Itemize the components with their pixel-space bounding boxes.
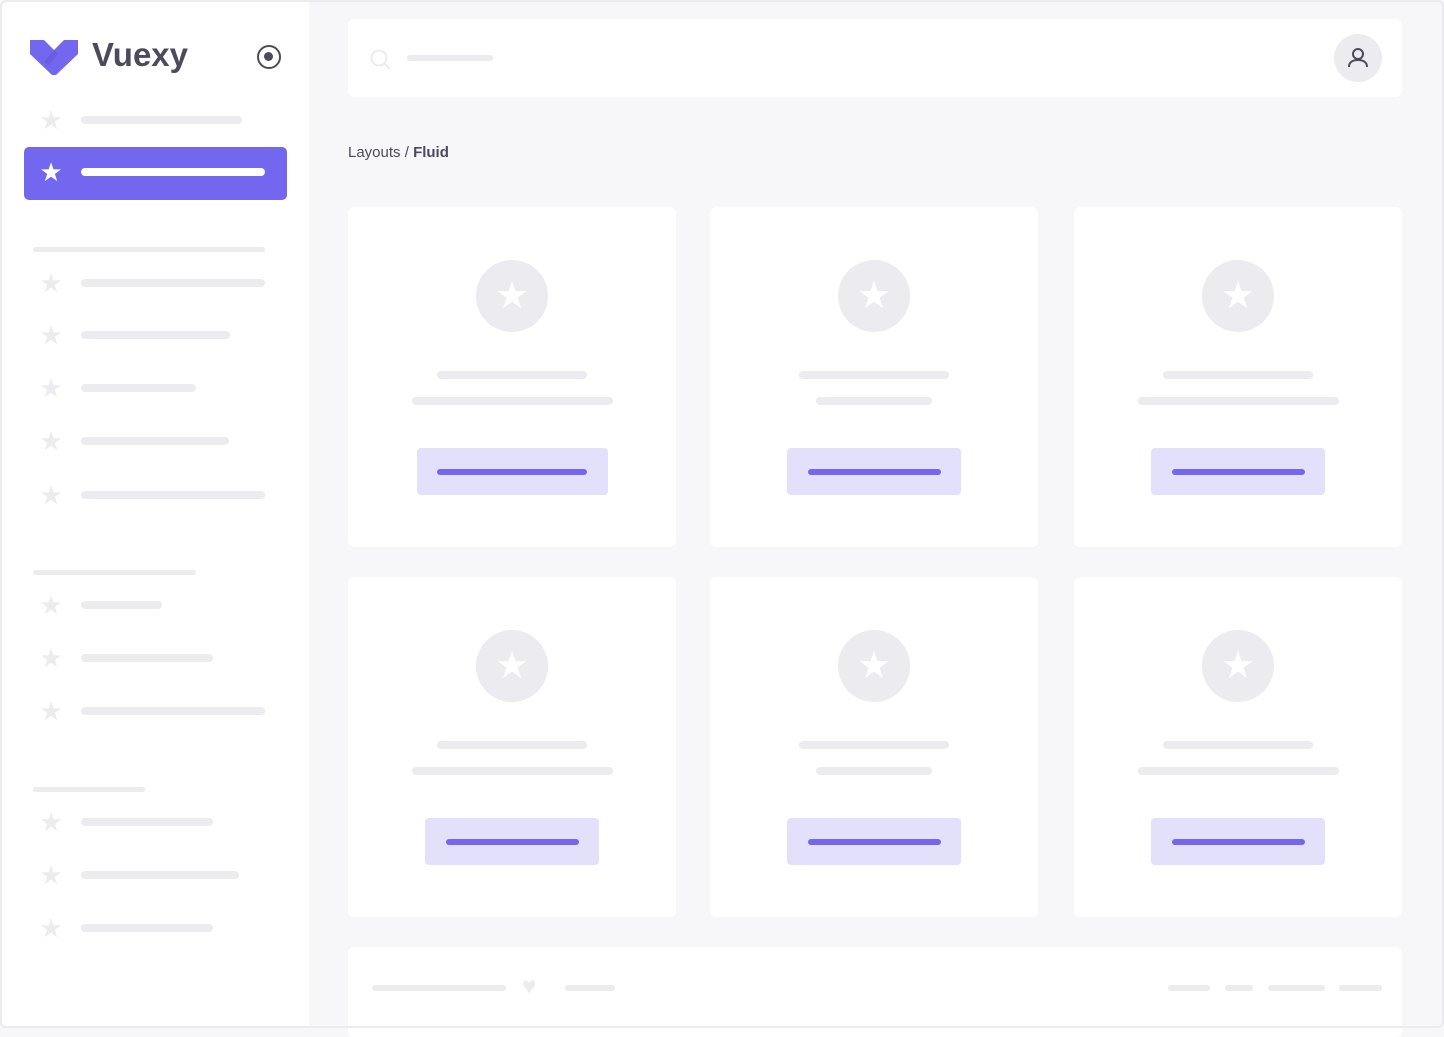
breadcrumb-current: Fluid <box>413 144 449 161</box>
search-input[interactable] <box>407 55 493 61</box>
brand-name: Vuexy <box>92 36 189 73</box>
radio-circle-icon[interactable] <box>257 45 281 69</box>
star-icon: ★ <box>39 373 63 403</box>
sidebar-item[interactable] <box>81 601 162 609</box>
star-icon: ★ <box>39 807 63 837</box>
card-button[interactable] <box>1151 818 1325 865</box>
card-text <box>411 767 613 775</box>
star-icon: ★ <box>39 426 63 456</box>
user-avatar[interactable] <box>1334 34 1382 82</box>
sidebar-item[interactable] <box>81 116 242 124</box>
sidebar-section-header <box>33 570 196 575</box>
sidebar: Vuexy ★ ★ ★ ★ ★ ★ ★ ★ ★ ★ ★ ★ ★ <box>2 2 309 1026</box>
star-icon: ★ <box>39 913 63 943</box>
star-icon: ★ <box>39 268 63 298</box>
sidebar-item[interactable] <box>81 871 239 879</box>
footer-text <box>372 985 506 991</box>
sidebar-item[interactable] <box>81 818 213 826</box>
card: ★ <box>348 207 676 547</box>
star-icon: ★ <box>39 860 63 890</box>
footer-link[interactable] <box>1225 985 1253 991</box>
card: ★ <box>348 577 676 917</box>
star-icon: ★ <box>838 260 910 332</box>
footer: ♥ <box>348 947 1402 1037</box>
sidebar-item[interactable] <box>81 168 265 176</box>
sidebar-item[interactable] <box>81 437 229 445</box>
breadcrumb-parent[interactable]: Layouts <box>348 144 401 161</box>
card-button[interactable] <box>425 818 599 865</box>
card-title <box>437 741 587 749</box>
footer-link[interactable] <box>1268 985 1325 991</box>
card: ★ <box>710 577 1038 917</box>
star-icon: ★ <box>838 630 910 702</box>
sidebar-item[interactable] <box>81 331 230 339</box>
breadcrumb: Layouts / Fluid <box>348 144 449 161</box>
user-icon <box>1348 48 1368 68</box>
heart-icon: ♥ <box>522 973 537 1000</box>
card: ★ <box>710 207 1038 547</box>
sidebar-section-header <box>33 787 145 792</box>
card-text <box>411 397 613 405</box>
sidebar-section-header <box>33 247 265 252</box>
card-title <box>1163 741 1313 749</box>
card-button[interactable] <box>787 448 961 495</box>
star-icon: ★ <box>39 590 63 620</box>
star-icon: ★ <box>39 480 63 510</box>
star-icon: ★ <box>39 105 63 135</box>
sidebar-item[interactable] <box>81 279 265 287</box>
sidebar-item[interactable] <box>81 384 196 392</box>
card-title <box>437 371 587 379</box>
card-text <box>1137 397 1339 405</box>
card: ★ <box>1074 207 1402 547</box>
card-title <box>1163 371 1313 379</box>
footer-link[interactable] <box>1168 985 1210 991</box>
star-icon: ★ <box>476 630 548 702</box>
card-title <box>799 371 949 379</box>
card-button[interactable] <box>1151 448 1325 495</box>
breadcrumb-separator: / <box>400 144 414 161</box>
sidebar-item[interactable] <box>81 654 213 662</box>
footer-link[interactable] <box>1339 985 1382 991</box>
vuexy-logo-icon <box>30 40 78 81</box>
star-icon: ★ <box>39 643 63 673</box>
navbar <box>348 19 1402 97</box>
card: ★ <box>1074 577 1402 917</box>
footer-text <box>565 985 615 991</box>
star-icon: ★ <box>476 260 548 332</box>
sidebar-item[interactable] <box>81 491 265 499</box>
card-button[interactable] <box>416 448 608 495</box>
star-icon: ★ <box>39 320 63 350</box>
star-icon: ★ <box>39 157 63 187</box>
card-text <box>816 397 932 405</box>
sidebar-item[interactable] <box>81 707 265 715</box>
card-text <box>816 767 932 775</box>
star-icon: ★ <box>1202 630 1274 702</box>
star-icon: ★ <box>39 696 63 726</box>
card-button[interactable] <box>787 818 961 865</box>
card-title <box>799 741 949 749</box>
search-icon[interactable] <box>370 49 392 76</box>
sidebar-item[interactable] <box>81 924 213 932</box>
star-icon: ★ <box>1202 260 1274 332</box>
card-text <box>1137 767 1339 775</box>
